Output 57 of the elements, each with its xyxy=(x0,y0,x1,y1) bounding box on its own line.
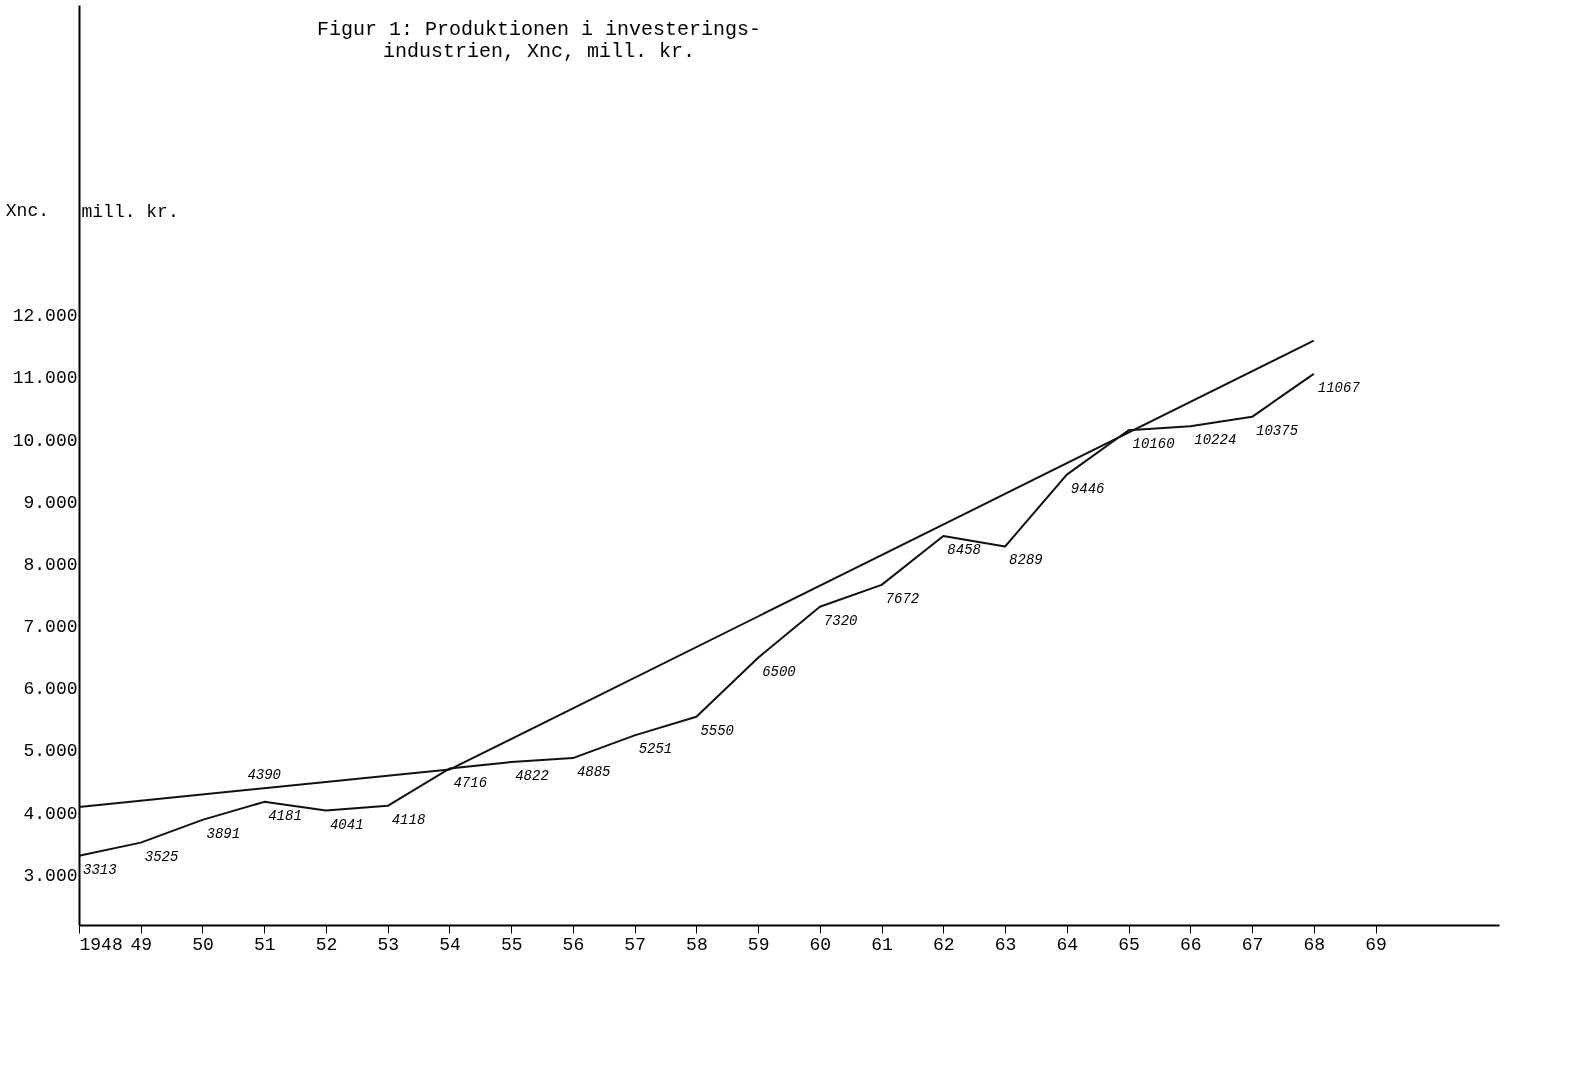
data-label: 3891 xyxy=(206,825,241,842)
x-tick-label: 57 xyxy=(624,934,646,955)
x-tick-label: 54 xyxy=(439,934,461,955)
y-tick-label: 12.000 xyxy=(12,306,78,327)
data-label: 7672 xyxy=(885,590,920,607)
annotation: 4390 xyxy=(247,766,282,783)
x-tick-label: 66 xyxy=(1180,934,1202,955)
x-tick-label: 56 xyxy=(562,934,585,955)
x-tick-label: 65 xyxy=(1118,934,1140,955)
data-label: 9446 xyxy=(1070,480,1105,497)
x-tick-label: 51 xyxy=(253,934,276,955)
x-tick-label: 58 xyxy=(686,934,708,955)
x-tick-label: 67 xyxy=(1241,934,1264,955)
data-label: 4885 xyxy=(576,764,612,781)
y-tick-label: 9.000 xyxy=(23,492,78,513)
x-tick-label: 1948 xyxy=(79,934,123,955)
data-label: 4716 xyxy=(453,774,488,791)
y-tick-label: 4.000 xyxy=(23,803,78,824)
data-label: 8289 xyxy=(1009,552,1043,569)
y-tick-label: 3.000 xyxy=(23,865,78,886)
data-label: 3313 xyxy=(83,861,117,878)
y-tick-label: 5.000 xyxy=(23,741,78,762)
text: Xnc. xyxy=(5,201,49,221)
x-tick-label: 63 xyxy=(994,934,1017,955)
x-tick-label: 59 xyxy=(747,934,770,955)
x-tick-label: 53 xyxy=(377,934,399,955)
x-tick-label: 50 xyxy=(192,934,214,955)
data-label: 8458 xyxy=(947,541,981,558)
data-label: 4181 xyxy=(268,807,302,824)
y-tick-label: 11.000 xyxy=(12,368,78,389)
data-label: 4118 xyxy=(391,811,426,828)
y-tick-label: 8.000 xyxy=(23,554,78,575)
data-label: 4822 xyxy=(515,768,549,785)
data-label: 3525 xyxy=(144,848,179,865)
data-label: 7320 xyxy=(823,612,858,629)
data-label: 4041 xyxy=(329,816,364,833)
y-tick-label: 7.000 xyxy=(23,617,78,638)
y-tick-label: 6.000 xyxy=(23,679,78,700)
y-tick-label: 10.000 xyxy=(12,430,78,451)
y-axis-title: mill. kr. xyxy=(81,201,179,222)
x-tick-label: 60 xyxy=(809,934,832,955)
x-tick-label: 64 xyxy=(1056,934,1079,955)
x-tick-label: 61 xyxy=(871,934,893,955)
data-label: 5251 xyxy=(638,741,673,758)
data-label: 5550 xyxy=(700,722,734,739)
data-label: 6500 xyxy=(762,663,796,680)
data-label: 10224 xyxy=(1194,432,1237,449)
x-tick-label: 52 xyxy=(315,934,338,955)
data-label: 10160 xyxy=(1132,436,1175,453)
x-tick-label: 68 xyxy=(1303,934,1326,955)
x-tick-label: 69 xyxy=(1365,934,1387,955)
x-tick-label: 55 xyxy=(500,934,523,955)
data-label: 11067 xyxy=(1317,379,1361,396)
text: Figur 1: Produktionen i investerings- industrien, Xnc, mill. kr. xyxy=(316,18,762,63)
x-tick-label: 62 xyxy=(933,934,955,955)
data-label: 10375 xyxy=(1256,422,1299,439)
x-tick-label: 49 xyxy=(130,934,153,955)
